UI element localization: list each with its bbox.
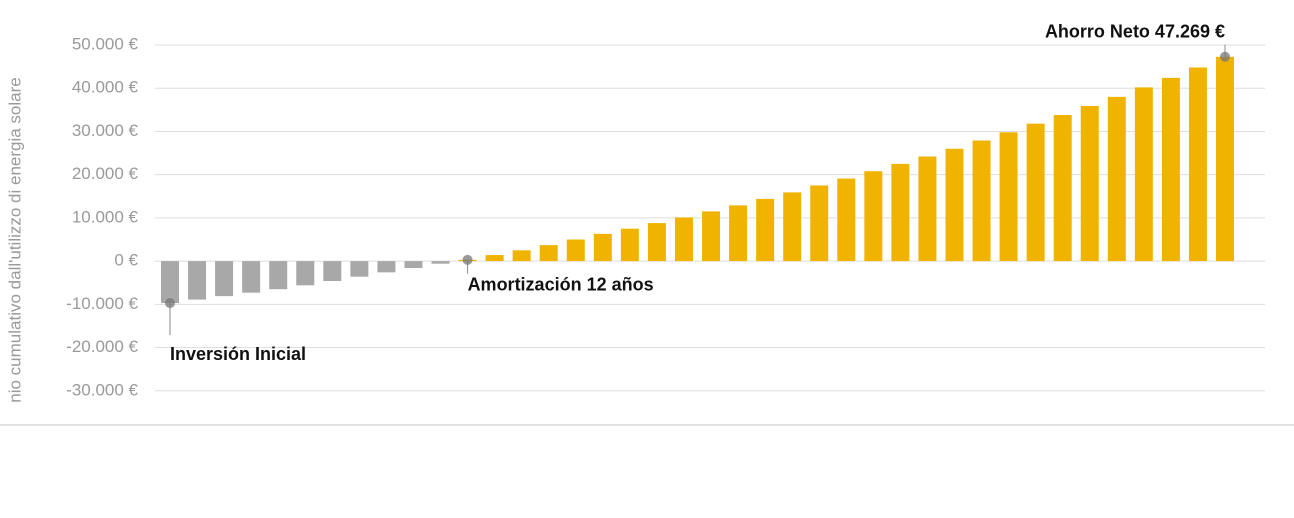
bar xyxy=(1188,67,1207,262)
bar xyxy=(1216,56,1234,262)
bar xyxy=(674,217,693,262)
crop-mask xyxy=(0,425,1294,518)
bar xyxy=(729,205,748,262)
y-tick-label: 0 € xyxy=(114,251,138,270)
bar xyxy=(485,255,504,262)
bar xyxy=(1080,105,1099,262)
annotation-dot xyxy=(1220,51,1230,62)
bar xyxy=(512,250,531,262)
bar xyxy=(945,148,964,262)
bar xyxy=(350,261,369,277)
bar xyxy=(783,192,802,262)
bar xyxy=(1026,123,1045,262)
bar xyxy=(188,261,207,300)
y-tick-label: 30.000 € xyxy=(72,121,139,140)
bar xyxy=(702,211,721,262)
annotation-dot xyxy=(462,254,473,265)
y-tick-label: 20.000 € xyxy=(72,164,139,183)
bar xyxy=(756,198,775,262)
bar xyxy=(566,239,585,262)
bar xyxy=(296,261,315,286)
bar xyxy=(1107,96,1126,262)
bar xyxy=(864,171,883,262)
bar xyxy=(999,132,1018,262)
bar xyxy=(269,261,288,290)
annotation-label: Ahorro Neto 47.269 € xyxy=(1045,22,1225,42)
bar xyxy=(404,261,423,269)
bar xyxy=(215,261,234,297)
annotation-dot xyxy=(165,298,175,309)
bar xyxy=(539,245,558,262)
bar xyxy=(891,163,910,262)
y-tick-label: 40.000 € xyxy=(72,78,139,97)
bar xyxy=(431,261,450,264)
bar xyxy=(323,261,342,281)
bar xyxy=(1134,87,1153,262)
bar xyxy=(377,261,396,273)
y-tick-label: 50.000 € xyxy=(72,34,139,53)
bar xyxy=(593,233,612,262)
y-axis-title: nio cumulativo dall'utilizzo di energia … xyxy=(5,77,24,402)
y-tick-label: -10.000 € xyxy=(66,294,138,313)
bar xyxy=(1053,115,1072,262)
bar xyxy=(161,261,179,304)
bar xyxy=(647,223,666,262)
bar xyxy=(242,261,261,293)
annotation-label: Inversión Inicial xyxy=(170,344,306,364)
y-tick-label: -20.000 € xyxy=(66,337,138,356)
bar xyxy=(1161,77,1180,262)
y-tick-label: 10.000 € xyxy=(72,207,139,226)
bar xyxy=(918,156,937,262)
bar xyxy=(972,140,991,262)
y-tick-label: -30.000 € xyxy=(66,380,138,399)
bar xyxy=(620,228,639,262)
bar xyxy=(837,178,856,262)
bar xyxy=(810,185,829,262)
annotation-label: Amortización 12 años xyxy=(468,275,654,295)
